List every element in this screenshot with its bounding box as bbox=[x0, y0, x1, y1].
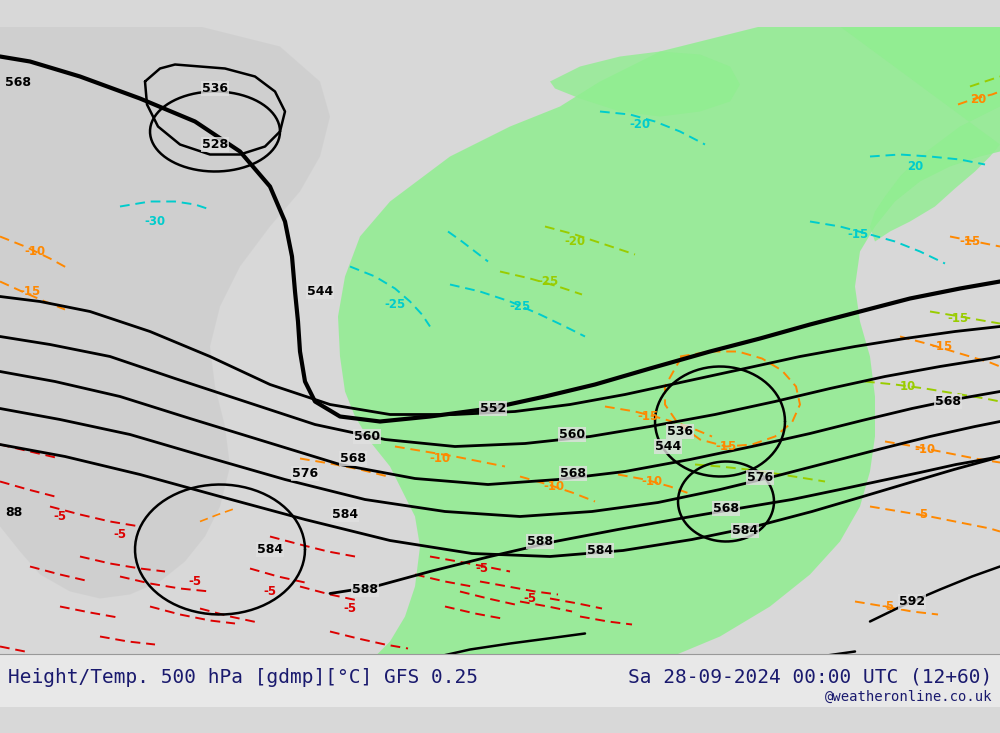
Text: 528: 528 bbox=[202, 138, 228, 151]
Text: -15: -15 bbox=[931, 340, 953, 353]
Polygon shape bbox=[840, 26, 1000, 241]
Polygon shape bbox=[330, 26, 1000, 707]
Text: 536: 536 bbox=[667, 425, 693, 438]
Text: 592: 592 bbox=[899, 595, 925, 608]
Text: -5: -5 bbox=[188, 575, 202, 588]
Text: 584: 584 bbox=[587, 544, 613, 557]
Text: 584: 584 bbox=[732, 524, 758, 537]
Text: -10: -10 bbox=[914, 443, 936, 456]
Text: -5: -5 bbox=[475, 562, 489, 575]
Polygon shape bbox=[550, 51, 740, 117]
Text: 584: 584 bbox=[257, 543, 283, 556]
Text: 536: 536 bbox=[202, 82, 228, 95]
Text: 544: 544 bbox=[307, 285, 333, 298]
Text: Height/Temp. 500 hPa [gdmp][°C] GFS 0.25: Height/Temp. 500 hPa [gdmp][°C] GFS 0.25 bbox=[8, 668, 478, 687]
Text: 88: 88 bbox=[5, 507, 22, 520]
Text: 584: 584 bbox=[332, 508, 358, 521]
Text: -5: -5 bbox=[881, 600, 895, 613]
Text: 568: 568 bbox=[560, 467, 586, 480]
Text: -25: -25 bbox=[509, 300, 531, 313]
Text: 20: 20 bbox=[907, 160, 923, 173]
Text: -15: -15 bbox=[959, 235, 981, 248]
Text: -15: -15 bbox=[19, 285, 41, 298]
Text: Sa 28-09-2024 00:00 UTC (12+60): Sa 28-09-2024 00:00 UTC (12+60) bbox=[628, 668, 992, 687]
Text: -10: -10 bbox=[641, 475, 663, 488]
Text: -5: -5 bbox=[53, 510, 67, 523]
Text: -15: -15 bbox=[847, 228, 869, 241]
Text: 568: 568 bbox=[935, 395, 961, 408]
Text: -5: -5 bbox=[113, 528, 127, 541]
Text: -10: -10 bbox=[429, 452, 451, 465]
Text: -5: -5 bbox=[343, 602, 357, 615]
Text: -15: -15 bbox=[715, 440, 737, 453]
Text: 588: 588 bbox=[527, 535, 553, 548]
Text: 544: 544 bbox=[655, 440, 681, 453]
Text: 568: 568 bbox=[5, 76, 31, 89]
Bar bbox=[0, 654, 1000, 707]
Text: 560: 560 bbox=[354, 430, 380, 443]
Text: -25: -25 bbox=[537, 275, 559, 288]
Text: -20: -20 bbox=[564, 235, 586, 248]
Text: 20: 20 bbox=[970, 93, 986, 106]
Text: 588: 588 bbox=[352, 583, 378, 596]
Text: 592: 592 bbox=[747, 660, 773, 673]
Text: -15: -15 bbox=[637, 410, 659, 423]
Text: 10: 10 bbox=[900, 380, 916, 393]
Text: -30: -30 bbox=[144, 215, 166, 228]
Text: -10: -10 bbox=[543, 480, 565, 493]
Text: 576: 576 bbox=[747, 471, 773, 484]
Text: -5: -5 bbox=[915, 508, 929, 521]
Text: 568: 568 bbox=[340, 452, 366, 465]
Text: -20: -20 bbox=[629, 118, 651, 131]
Text: @weatheronline.co.uk: @weatheronline.co.uk bbox=[824, 690, 992, 704]
Text: 576: 576 bbox=[292, 467, 318, 480]
Text: -5: -5 bbox=[523, 592, 537, 605]
Text: -15: -15 bbox=[947, 312, 969, 325]
Text: -10: -10 bbox=[24, 245, 46, 258]
Text: -25: -25 bbox=[384, 298, 406, 311]
Text: 560: 560 bbox=[559, 428, 585, 441]
Text: 552: 552 bbox=[480, 402, 506, 415]
Polygon shape bbox=[0, 26, 330, 599]
Text: 568: 568 bbox=[713, 502, 739, 515]
Text: -5: -5 bbox=[263, 585, 277, 598]
